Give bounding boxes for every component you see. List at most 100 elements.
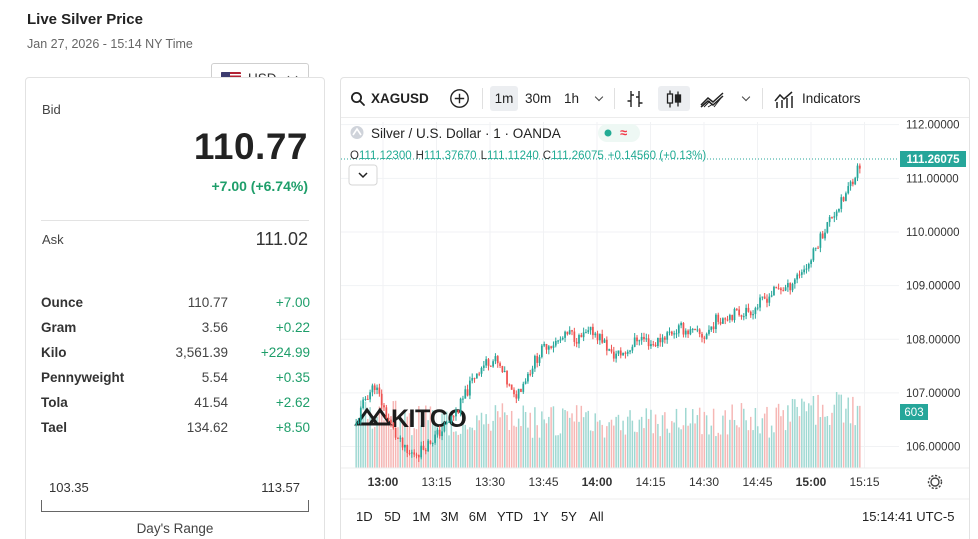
volume-bar <box>497 411 499 468</box>
bid-label: Bid <box>42 102 61 117</box>
open-value: 111.12300 <box>359 150 412 162</box>
volume-bar <box>761 418 764 468</box>
candle-body <box>849 181 852 187</box>
y-tick-label: 107.00000 <box>906 388 960 400</box>
volume-bar <box>622 420 624 468</box>
candle-body <box>355 423 358 426</box>
settings-button[interactable] <box>927 474 943 490</box>
interval-30m[interactable]: 30m <box>525 91 552 106</box>
candle-body <box>643 336 645 340</box>
candle-body <box>759 297 761 308</box>
volume-bar <box>801 398 803 468</box>
time-axis[interactable]: 13:00 13:15 13:30 13:45 14:00 14:15 14:30 14:45… <box>368 475 880 489</box>
candle-body <box>434 434 436 443</box>
candle-body <box>522 383 525 392</box>
volume-bar <box>580 405 583 468</box>
volume-bar <box>594 413 596 468</box>
chart-type-button[interactable] <box>699 86 727 111</box>
volume-bar <box>617 414 620 468</box>
candle-body <box>773 286 775 296</box>
volume-bar <box>571 413 573 468</box>
candle-body <box>475 373 478 379</box>
range-button-all[interactable]: All <box>589 509 604 524</box>
volume-bar <box>464 424 466 468</box>
volume-bar <box>376 416 378 468</box>
range-button-1m[interactable]: 1M <box>412 509 430 524</box>
candle-body <box>784 287 787 291</box>
open-label: O <box>350 150 359 162</box>
candle-body <box>464 389 467 399</box>
candle-body <box>680 323 682 326</box>
volume-bar <box>680 429 682 468</box>
volume-bar <box>473 430 476 468</box>
candle-body <box>545 343 548 350</box>
candle-body <box>603 339 606 343</box>
volume-bar <box>712 408 715 468</box>
indicators-button[interactable]: Indicators <box>773 86 861 111</box>
candle-body <box>413 452 416 455</box>
candle-body <box>654 344 657 347</box>
volume-bar <box>531 437 534 468</box>
range-button-1d[interactable]: 1D <box>356 509 373 524</box>
range-button-3m[interactable]: 3M <box>441 509 459 524</box>
volume-bar <box>845 408 847 468</box>
unit-change: +8.50 <box>275 420 310 435</box>
volume-bar <box>548 416 550 468</box>
interval-1h[interactable]: 1h <box>564 91 580 106</box>
y-tick-label: 106.00000 <box>906 442 960 454</box>
candle-body <box>406 445 409 454</box>
volume-bar <box>671 421 673 468</box>
chart-widget[interactable]: XAGUSD 1m 30m 1h Indicators <box>340 77 970 539</box>
volume-bar <box>561 408 564 468</box>
volume-bar <box>784 430 787 468</box>
volume-bar <box>522 405 525 468</box>
candle-body <box>715 314 717 330</box>
candle-body <box>501 365 504 373</box>
range-button-5d[interactable]: 5D <box>384 509 401 524</box>
volume-bar <box>791 398 794 468</box>
candle-body <box>677 325 680 334</box>
candle-body <box>754 308 757 315</box>
change-value: +0.14560 (+0.13%) <box>608 150 707 162</box>
candle-body <box>547 346 550 350</box>
candle-body <box>450 416 453 422</box>
compare-button[interactable] <box>449 86 470 111</box>
unit-row: Ounce 110.77 +7.00 <box>41 292 310 317</box>
volume-bar <box>360 400 362 468</box>
volume-bar <box>643 428 645 468</box>
high-value: 111.37670 <box>424 150 477 162</box>
volume-bar <box>568 417 571 468</box>
volume-bar <box>687 425 689 468</box>
candle-body <box>517 388 520 399</box>
divider <box>41 220 309 221</box>
volume-bar <box>747 430 750 468</box>
range-button-5y[interactable]: 5Y <box>561 509 577 524</box>
symbol-search-button[interactable]: XAGUSD <box>350 86 429 111</box>
range-button-6m[interactable]: 6M <box>469 509 487 524</box>
candle-body <box>524 381 527 384</box>
candle-body <box>550 346 553 348</box>
candles-button[interactable] <box>658 86 690 111</box>
candle-body <box>573 331 576 342</box>
volume-bar <box>773 432 775 468</box>
candle-body <box>652 344 655 346</box>
volume-bar <box>455 431 457 468</box>
candle-body <box>499 363 501 366</box>
price-chart[interactable]: KITCO Silver / U.S. Dollar · 1 · OANDA ≈… <box>341 78 970 539</box>
candle-body <box>513 389 515 395</box>
candle-body <box>835 211 838 217</box>
candle-body <box>582 332 585 338</box>
candle-body <box>362 399 365 409</box>
candle-body <box>745 307 747 317</box>
candle-body <box>531 368 534 374</box>
legend-collapse-button[interactable] <box>348 164 378 186</box>
candle-body <box>698 329 701 334</box>
candle-body <box>824 232 826 239</box>
range-button-ytd[interactable]: YTD <box>497 509 523 524</box>
bar-type-button[interactable] <box>625 86 645 111</box>
last-price-tag: 111.26075 <box>900 151 966 167</box>
volume-bar <box>626 416 629 468</box>
interval-1m[interactable]: 1m <box>490 86 518 111</box>
range-button-1y[interactable]: 1Y <box>533 509 549 524</box>
price-axis[interactable]: 112.00000 111.00000 110.00000 109.00000 108.… <box>906 120 960 454</box>
